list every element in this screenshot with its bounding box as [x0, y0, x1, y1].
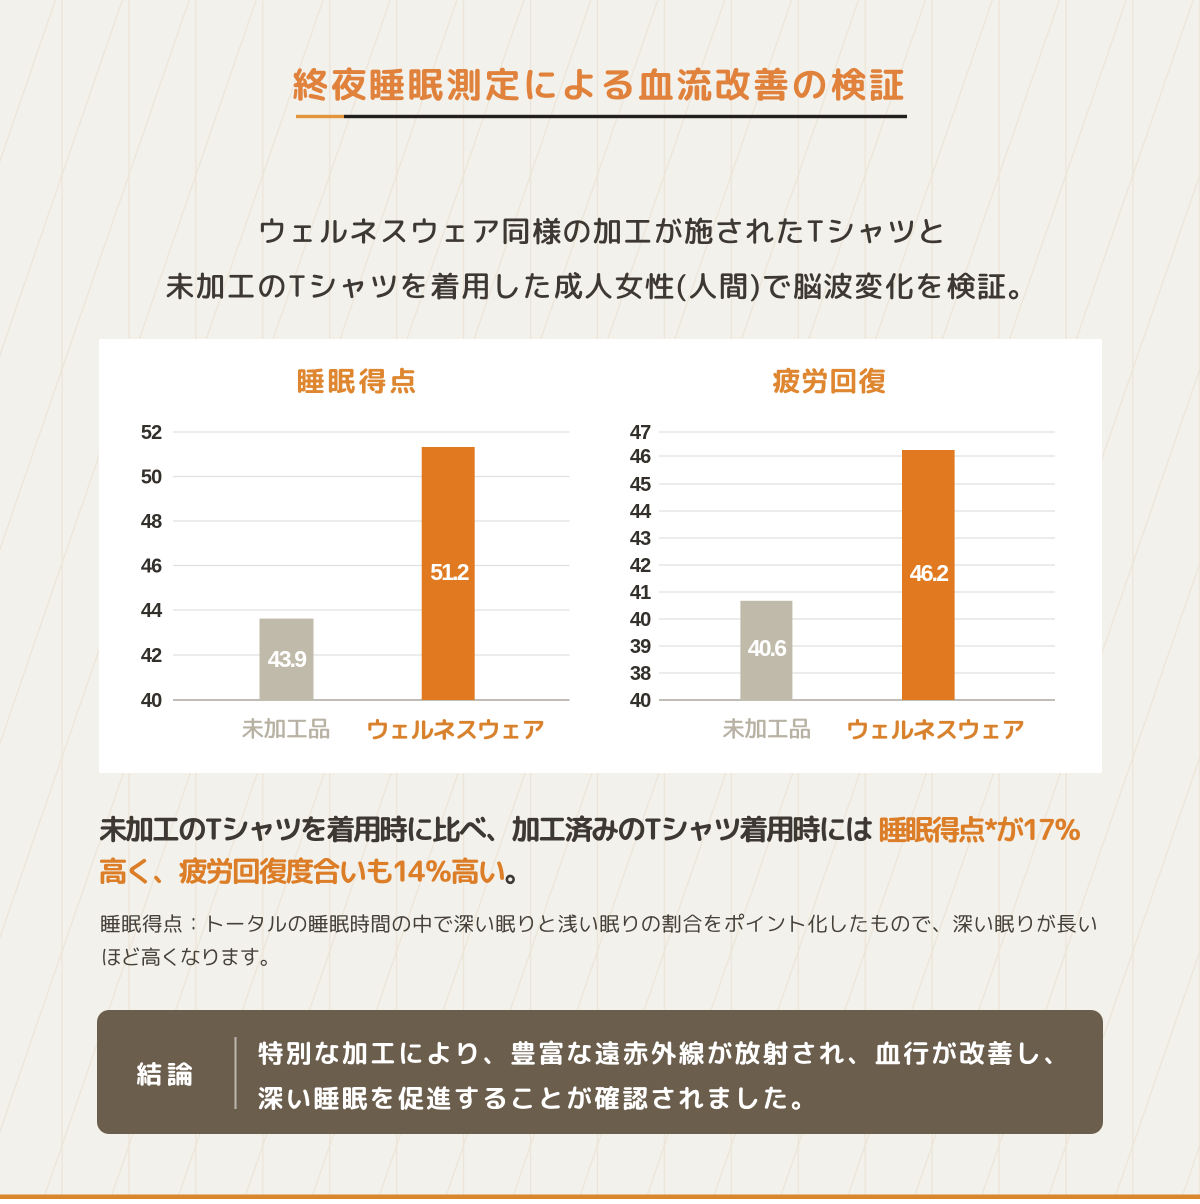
svg-text:40: 40: [630, 609, 651, 631]
svg-text:48: 48: [141, 511, 162, 533]
svg-text:50: 50: [141, 466, 162, 488]
svg-text:47: 47: [630, 422, 651, 444]
svg-text:39: 39: [630, 636, 651, 658]
svg-text:40.6: 40.6: [748, 635, 787, 661]
svg-text:43.9: 43.9: [268, 646, 307, 672]
svg-text:51.2: 51.2: [430, 559, 469, 585]
svg-text:46: 46: [630, 446, 651, 468]
svg-text:44: 44: [630, 501, 652, 523]
svg-text:46: 46: [141, 555, 162, 577]
svg-text:52: 52: [141, 422, 162, 444]
svg-text:42: 42: [141, 645, 162, 667]
svg-text:41: 41: [630, 582, 651, 604]
svg-text:46.2: 46.2: [910, 560, 949, 586]
svg-text:40: 40: [141, 690, 162, 712]
svg-text:42: 42: [630, 555, 651, 577]
svg-text:38: 38: [630, 663, 651, 685]
svg-text:45: 45: [630, 474, 651, 496]
svg-text:44: 44: [141, 600, 163, 622]
svg-text:40: 40: [630, 690, 651, 712]
svg-text:43: 43: [630, 528, 651, 550]
